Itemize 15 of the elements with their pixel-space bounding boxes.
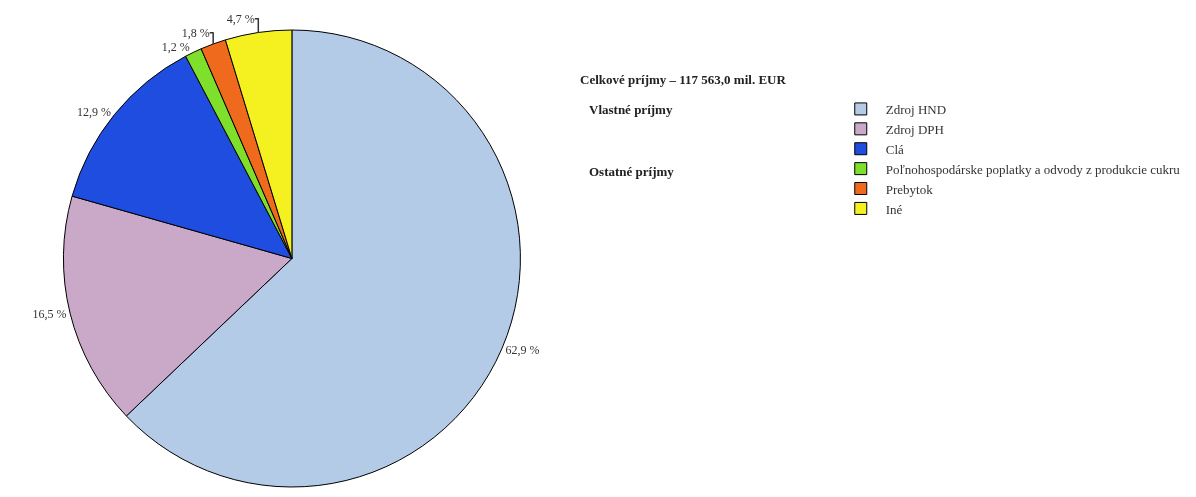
text: Vlastné príjmy (589, 102, 673, 117)
data-label: 1,8 % (181, 25, 210, 40)
legend-label: Prebytok (885, 181, 934, 197)
legend-label: Clá (885, 141, 905, 157)
legend-label: Poľnohospodárske poplatky a odvody z produkcie cukru (885, 161, 1181, 177)
legend-label: Iné (885, 201, 903, 217)
data-label: 12,9 % (76, 104, 111, 119)
data-label: 62,9 % (505, 342, 540, 357)
text: Ostatné príjmy (589, 164, 675, 179)
data-label: 4,7 % (226, 11, 255, 26)
legend-label: Zdroj DPH (885, 121, 944, 137)
legend-label: Zdroj HND (885, 102, 947, 117)
data-label: 1,2 % (161, 39, 190, 54)
text: Celkové príjmy – 117 563,0 mil. EUR (580, 72, 787, 88)
data-label: 16,5 % (32, 306, 67, 321)
